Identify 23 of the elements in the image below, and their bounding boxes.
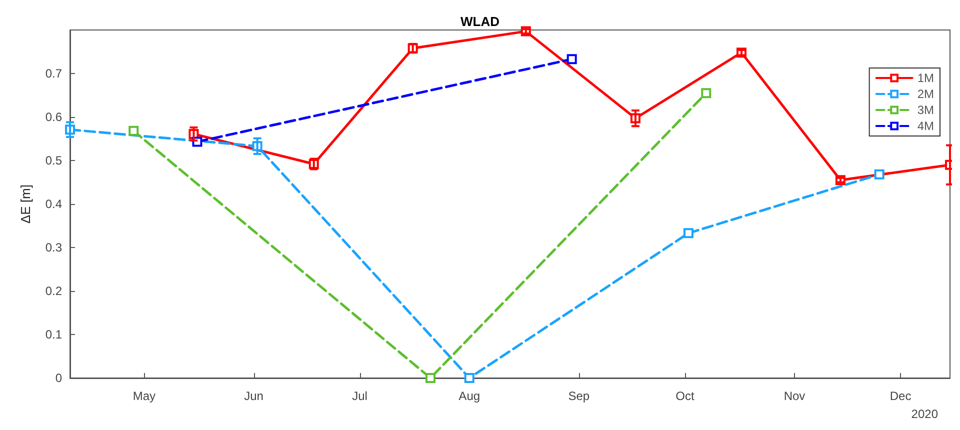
y-axis-title: ΔE [m] — [18, 184, 33, 224]
x-tick-label: Oct — [676, 389, 695, 403]
y-tick-label: 0.4 — [45, 197, 62, 211]
y-tick-label: 0.7 — [45, 66, 62, 80]
x-tick-label: Nov — [784, 389, 806, 403]
legend-label: 2M — [917, 87, 934, 101]
chart-title: WLAD — [460, 14, 500, 29]
x-tick-label: May — [132, 389, 156, 403]
x-tick-label: Sep — [568, 389, 590, 403]
legend-label: 4M — [917, 119, 934, 133]
x-tick-label: Dec — [890, 389, 912, 403]
legend-label: 3M — [917, 103, 934, 117]
y-tick-label: 0 — [55, 371, 62, 385]
x-tick-label: Aug — [458, 389, 480, 403]
x-tick-label: Jun — [244, 389, 264, 403]
legend-label: 1M — [917, 71, 934, 85]
text: 2020 — [911, 407, 938, 421]
y-tick-label: 0.5 — [45, 154, 62, 168]
y-tick-label: 0.1 — [45, 328, 62, 342]
x-tick-label: Jul — [352, 389, 368, 403]
y-tick-label: 0.2 — [45, 284, 62, 298]
y-tick-label: 0.3 — [45, 240, 62, 254]
y-tick-label: 0.6 — [45, 110, 62, 124]
